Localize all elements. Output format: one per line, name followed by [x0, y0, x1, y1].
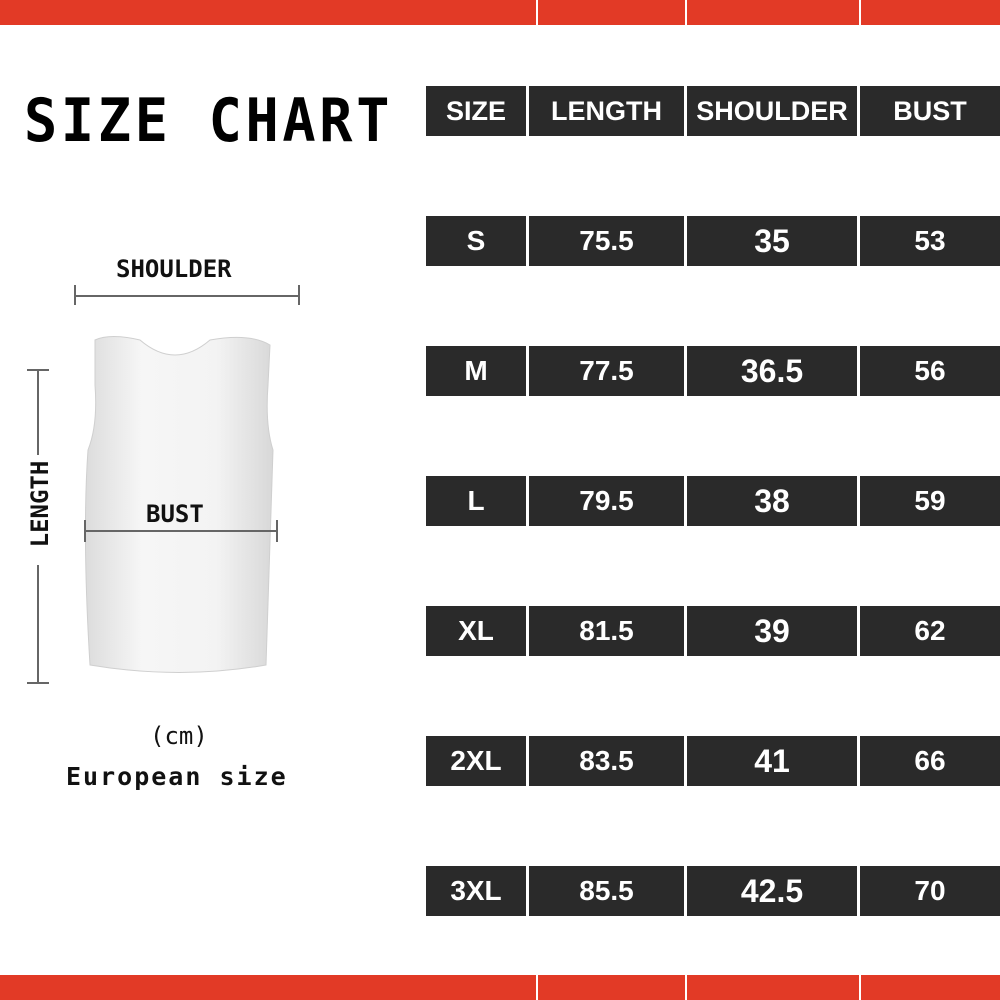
row-size: M [426, 346, 526, 396]
bust-measure-tick [276, 520, 278, 542]
shoulder-measure-tick [74, 285, 76, 305]
length-measure-line [37, 370, 39, 455]
row-size: 2XL [426, 736, 526, 786]
row-bust: 66 [860, 736, 1000, 786]
row-shoulder: 36.5 [687, 346, 857, 396]
banner-divider [859, 975, 861, 1000]
tank-top-image [84, 336, 274, 673]
bust-label: BUST [146, 500, 204, 528]
shoulder-measure-line [75, 295, 299, 297]
row-size: 3XL [426, 866, 526, 916]
banner-divider [859, 0, 861, 25]
bottom-banner [0, 975, 1000, 1000]
header-shoulder: SHOULDER [687, 86, 857, 136]
row-bust: 53 [860, 216, 1000, 266]
header-length: LENGTH [529, 86, 684, 136]
row-size: S [426, 216, 526, 266]
row-size: XL [426, 606, 526, 656]
row-length: 75.5 [529, 216, 684, 266]
row-bust: 70 [860, 866, 1000, 916]
row-length: 81.5 [529, 606, 684, 656]
length-label: LENGTH [26, 460, 54, 548]
length-measure-tick [27, 682, 49, 684]
row-length: 83.5 [529, 736, 684, 786]
row-bust: 56 [860, 346, 1000, 396]
banner-divider [685, 0, 687, 25]
banner-divider [536, 975, 538, 1000]
banner-divider [685, 975, 687, 1000]
row-bust: 59 [860, 476, 1000, 526]
row-shoulder: 41 [687, 736, 857, 786]
row-size: L [426, 476, 526, 526]
unit-label: (cm) [150, 722, 208, 750]
row-shoulder: 39 [687, 606, 857, 656]
length-measure-tick [27, 369, 49, 371]
header-bust: BUST [860, 86, 1000, 136]
bust-measure-tick [84, 520, 86, 542]
shoulder-measure-tick [298, 285, 300, 305]
row-length: 85.5 [529, 866, 684, 916]
shoulder-label: SHOULDER [116, 255, 232, 283]
row-bust: 62 [860, 606, 1000, 656]
header-size: SIZE [426, 86, 526, 136]
row-length: 79.5 [529, 476, 684, 526]
row-shoulder: 42.5 [687, 866, 857, 916]
top-banner [0, 0, 1000, 25]
banner-divider [536, 0, 538, 25]
row-length: 77.5 [529, 346, 684, 396]
region-label: European size [66, 762, 288, 791]
page-title: SIZE CHART [24, 86, 394, 156]
row-shoulder: 35 [687, 216, 857, 266]
row-shoulder: 38 [687, 476, 857, 526]
bust-measure-line [85, 530, 277, 532]
length-measure-line [37, 565, 39, 683]
